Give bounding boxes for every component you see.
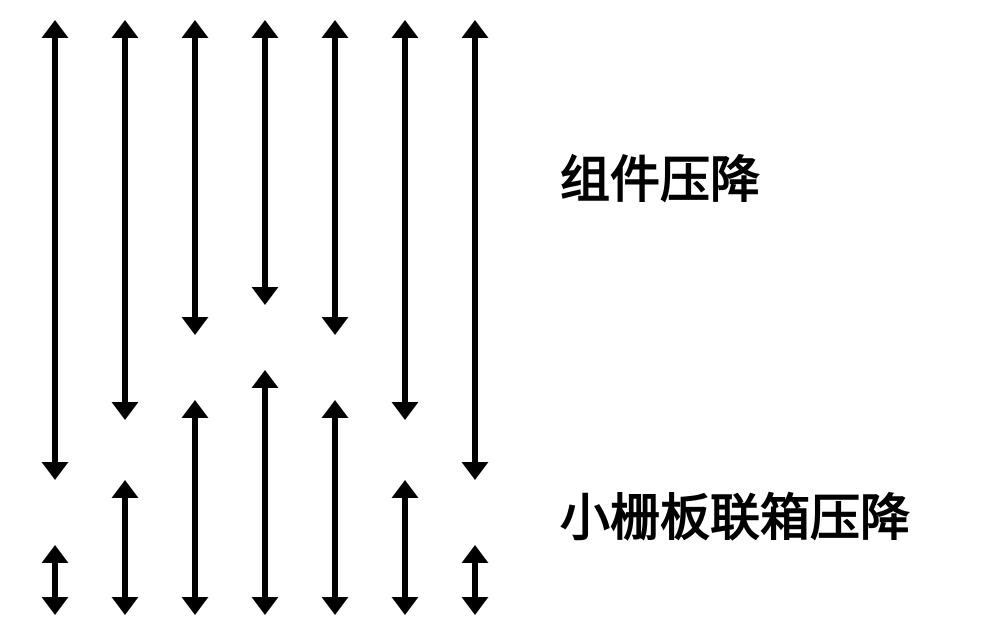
label-lower: 小栅板联箱压降 [560, 478, 910, 550]
label-upper: 组件压降 [560, 140, 760, 212]
diagram-canvas: 组件压降 小栅板联箱压降 [0, 0, 993, 632]
